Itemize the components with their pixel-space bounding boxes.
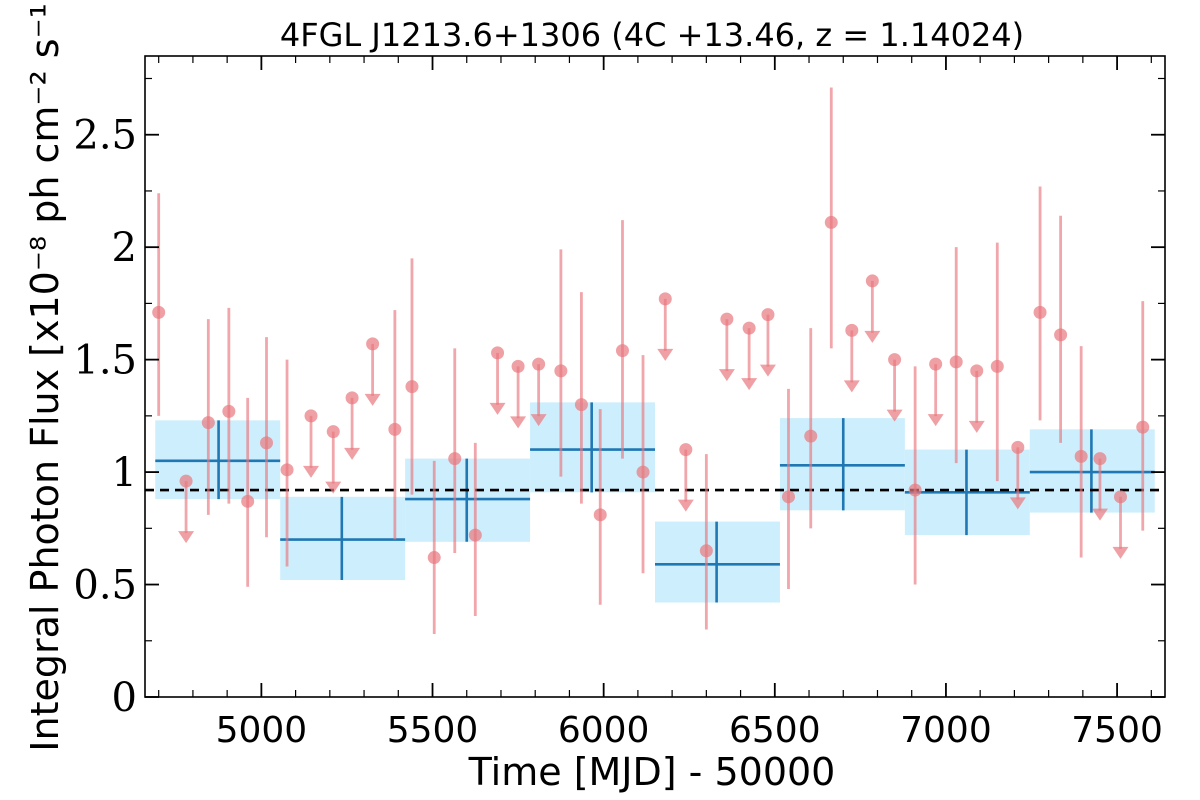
flux-point-13 [593, 508, 607, 522]
flux-point-14 [615, 344, 629, 358]
flux-point-15 [636, 465, 650, 479]
upper-limit-arrow-2 [325, 481, 342, 494]
upper-limit-point-4 [366, 337, 380, 351]
upper-limit-arrow-10 [718, 369, 735, 382]
upper-limit-arrow-5 [489, 402, 506, 415]
upper-limit-point-19 [1093, 452, 1107, 466]
upper-limit-point-18 [1011, 440, 1025, 454]
plot-frame [144, 55, 1166, 698]
upper-limit-arrow-8 [657, 348, 674, 361]
y-tick-label-3: 1.5 [73, 338, 137, 384]
flux-point-9 [448, 452, 462, 466]
upper-limit-point-8 [658, 292, 672, 306]
upper-limit-arrow-9 [677, 499, 694, 512]
flux-points-layer [152, 87, 1150, 635]
flux-point-4 [260, 436, 274, 450]
flux-point-8 [427, 551, 441, 565]
chart-title: 4FGL J1213.6+1306 (4C +13.46, z = 1.1402… [280, 16, 1024, 54]
x-tick-label-2: 6000 [558, 710, 650, 751]
upper-limit-arrow-14 [864, 330, 881, 343]
upper-limit-arrow-11 [741, 378, 758, 391]
flux-point-22 [990, 359, 1004, 373]
upper-limit-arrow-18 [1009, 497, 1026, 510]
upper-limit-arrow-15 [886, 409, 903, 422]
upper-limit-point-15 [888, 353, 902, 367]
flux-point-5 [280, 463, 294, 477]
flux-point-17 [781, 490, 795, 504]
upper-limit-arrow-12 [759, 364, 776, 377]
upper-limit-point-6 [511, 359, 525, 373]
upper-limit-point-9 [679, 443, 693, 457]
upper-limit-arrow-6 [510, 416, 527, 429]
y-tick-label-1: 0.5 [73, 563, 137, 609]
upper-limit-arrow-16 [927, 414, 944, 427]
flux-point-11 [554, 364, 568, 378]
upper-limit-point-3 [345, 391, 359, 405]
upper-limit-arrow-1 [303, 465, 320, 478]
upper-limit-point-13 [845, 323, 859, 337]
upper-limit-point-14 [865, 274, 879, 288]
x-tick-label-4: 7000 [900, 710, 992, 751]
upper-limit-arrow-3 [344, 447, 361, 460]
flux-point-12 [574, 398, 588, 412]
upper-limit-point-17 [970, 364, 984, 378]
upper-limit-arrow-17 [968, 420, 985, 433]
flux-point-25 [1074, 449, 1088, 463]
flux-point-19 [824, 215, 838, 229]
upper-limit-point-7 [532, 357, 546, 371]
upper-limit-point-11 [742, 321, 756, 335]
flux-point-21 [949, 355, 963, 369]
upper-limit-point-10 [720, 312, 734, 326]
y-tick-label-0: 0 [112, 675, 137, 721]
upper-limit-arrow-19 [1091, 508, 1108, 521]
upper-limit-arrow-13 [843, 380, 860, 393]
flux-point-10 [468, 528, 482, 542]
upper-limit-point-1 [304, 409, 318, 423]
flux-point-6 [388, 422, 402, 436]
x-tick-label-5: 7500 [1071, 710, 1163, 751]
y-tick-label-4: 2 [112, 225, 137, 271]
x-tick-label-1: 5500 [387, 710, 479, 751]
flux-point-0 [152, 305, 166, 319]
upper-limit-arrow-4 [364, 393, 381, 406]
x-tick-label-3: 6500 [729, 710, 821, 751]
axes-layer: 5000 5500 6000 6500 7000 7500 0 0.5 1 1.5 2 2.5 [73, 55, 1166, 751]
flux-point-24 [1054, 328, 1068, 342]
binned-flux-layer [155, 402, 1155, 603]
flux-point-18 [804, 429, 818, 443]
upper-limit-point-5 [491, 346, 505, 360]
flux-point-20 [908, 483, 922, 497]
upper-limit-point-16 [929, 357, 943, 371]
flux-point-26 [1136, 420, 1150, 434]
flux-point-23 [1033, 305, 1047, 319]
flux-point-2 [222, 404, 236, 418]
flux-point-16 [699, 544, 713, 558]
flux-point-7 [405, 380, 419, 394]
y-tick-label-2: 1 [112, 450, 137, 496]
y-tick-label-5: 2.5 [73, 113, 137, 159]
upper-limit-point-12 [761, 308, 775, 322]
flux-point-3 [241, 494, 255, 508]
upper-limit-arrow-7 [530, 414, 547, 427]
upper-limit-arrow-0 [178, 531, 195, 544]
upper-limit-arrow-20 [1112, 546, 1129, 559]
y-axis-label: Integral Photon Flux [x10⁻⁸ ph cm⁻² s⁻¹] [23, 0, 67, 752]
x-tick-label-0: 5000 [216, 710, 308, 751]
upper-limit-point-0 [179, 474, 193, 488]
upper-limit-point-20 [1114, 490, 1128, 504]
flux-point-1 [201, 416, 215, 430]
upper-limit-point-2 [326, 425, 340, 439]
x-axis-label: Time [MJD] - 50000 [468, 750, 836, 794]
